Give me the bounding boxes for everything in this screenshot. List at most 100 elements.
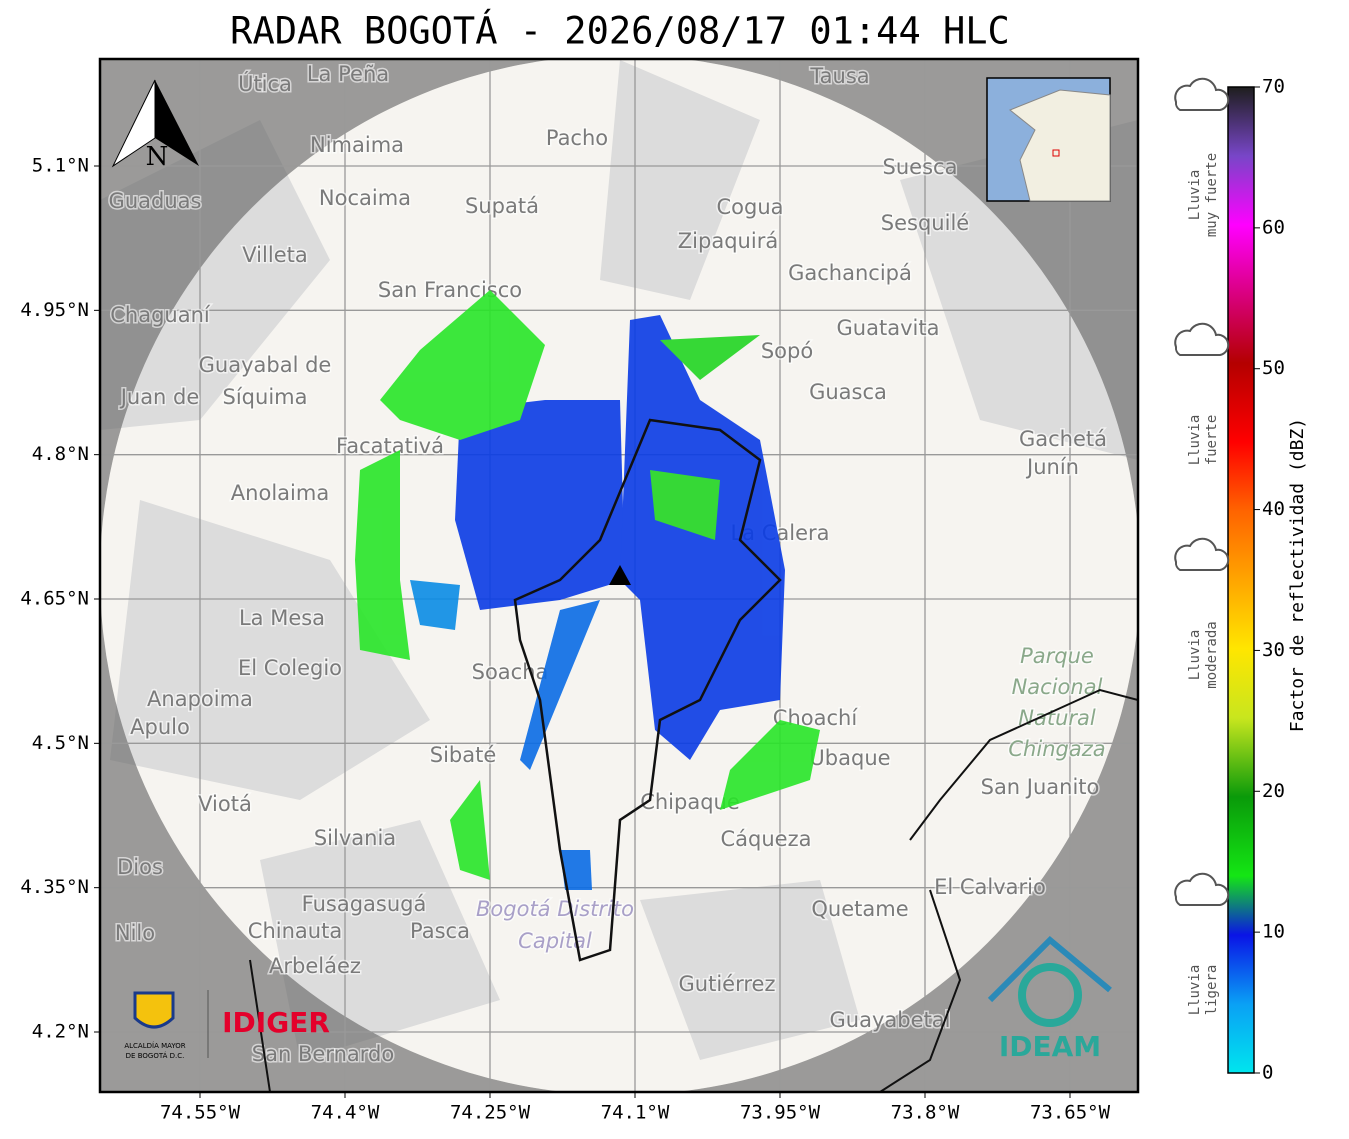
place-label: Juan de — [119, 385, 200, 409]
cloud-icon — [1174, 872, 1230, 906]
place-label: Anolaima — [231, 481, 329, 505]
north-label: N — [146, 142, 169, 172]
place-label: Fusagasugá — [302, 892, 427, 916]
lon-tick-label: 74.25°W — [450, 1102, 531, 1124]
place-label: Tausa — [809, 64, 869, 88]
idiger-logo: IDIGER — [222, 1006, 330, 1039]
colorbar-tick-label: 40 — [1262, 498, 1285, 520]
place-label: Silvania — [314, 826, 396, 850]
lat-tick-label: 4.95°N — [20, 299, 89, 321]
bogota-boundary — [513, 418, 782, 962]
lon-tick-label: 74.1°W — [601, 1102, 670, 1124]
place-label: Nocaima — [319, 186, 411, 210]
district-label: Bogotá Distrito — [476, 897, 634, 921]
alcaldia-logo: ALCALDÍA MAYOR DE BOGOTÁ D.C. IDIGER — [124, 990, 330, 1060]
place-label: Nilo — [115, 921, 155, 945]
ideam-logo: IDEAM — [987, 935, 1112, 1063]
place-label: La Peña — [307, 62, 389, 86]
map: La Peña Útica Tausa Pacho Nimaima Suesca Guadu… — [100, 59, 1138, 1092]
place-label: Guaduas — [109, 189, 202, 213]
place-label: Pacho — [546, 126, 608, 150]
place-label: Gachancipá — [788, 261, 912, 285]
place-label: Nimaima — [310, 133, 404, 157]
lon-tick-label: 74.55°W — [160, 1102, 241, 1124]
place-label: Ubaque — [809, 746, 890, 770]
place-label: Quetame — [811, 897, 908, 921]
lon-tick-label: 73.65°W — [1030, 1102, 1111, 1124]
lon-tick-label: 73.8°W — [891, 1102, 960, 1124]
place-label: Guayabal de — [199, 353, 332, 377]
place-label: San Francisco — [378, 278, 522, 302]
colorbar-tick-label: 30 — [1262, 639, 1285, 661]
north-arrow: N — [111, 79, 199, 172]
place-label: Sopó — [761, 339, 813, 363]
colorbar-tick-label: 60 — [1262, 216, 1285, 238]
axes: 5.1°N 4.95°N 4.8°N 4.65°N 4.5°N 4.35°N 4.2°N 74… — [20, 155, 1110, 1124]
place-label: Viotá — [198, 792, 252, 816]
place-label: San Bernardo — [252, 1042, 394, 1066]
place-label: Junín — [1025, 455, 1079, 479]
logo-text: DE BOGOTÁ D.C. — [126, 1051, 185, 1060]
colorbar-ticks: 0 10 20 30 40 50 60 70 — [1254, 76, 1285, 1084]
place-label: Chinauta — [248, 919, 342, 943]
place-label: El Colegio — [238, 656, 342, 680]
lat-tick-label: 4.65°N — [20, 588, 89, 610]
park-label: Chingaza — [1008, 737, 1105, 761]
place-label: Guayabetal — [830, 1008, 951, 1032]
place-label: Zipaquirá — [678, 229, 778, 253]
place-label: Suesca — [883, 155, 958, 179]
title: RADAR BOGOTÁ - 2026/08/17 01:44 HLC — [230, 9, 1010, 53]
rain-label: ligera — [1204, 965, 1220, 1016]
department-boundary — [249, 688, 1138, 1092]
map-frame — [98, 57, 1140, 1094]
place-label: Supatá — [465, 194, 539, 218]
logo-text: ALCALDÍA MAYOR — [124, 1041, 185, 1050]
colorbar-tick-label: 70 — [1262, 76, 1285, 98]
cloud-icon — [1174, 322, 1230, 356]
place-label: Anapoima — [147, 687, 253, 711]
place-label: Síquima — [223, 385, 308, 409]
lat-tick-label: 5.1°N — [32, 155, 89, 177]
park-label: Nacional — [1012, 675, 1103, 699]
place-label: Soacha — [472, 660, 549, 684]
lon-tick-label: 74.4°W — [311, 1102, 380, 1124]
rain-label: moderada — [1204, 621, 1220, 688]
place-label: Pasca — [410, 919, 470, 943]
rain-label: fuerte — [1204, 415, 1220, 466]
place-label: Gachetá — [1019, 427, 1107, 451]
place-label: Chaguaní — [110, 303, 211, 327]
place-label: Dios — [117, 855, 163, 879]
place-label: El Calvario — [934, 875, 1046, 899]
colorbar-tick-label: 0 — [1262, 1062, 1273, 1084]
place-label: Apulo — [130, 715, 190, 739]
colorbar-tick-label: 50 — [1262, 357, 1285, 379]
colorbar-tick-label: 10 — [1262, 921, 1285, 943]
place-label: Cáqueza — [721, 827, 812, 851]
place-label: Cogua — [716, 195, 783, 219]
rain-label: Lluvia — [1187, 170, 1203, 221]
rain-label: Lluvia — [1187, 415, 1203, 466]
lat-tick-label: 4.2°N — [32, 1021, 89, 1043]
cloud-icon — [1174, 77, 1230, 111]
place-label: Facatativá — [336, 434, 444, 458]
cloud-icon — [1174, 537, 1230, 571]
grid — [100, 59, 1138, 1092]
radar-site — [609, 565, 631, 585]
inset-map — [986, 77, 1111, 202]
district-label: Capital — [518, 929, 592, 953]
place-label: San Juanito — [981, 775, 1100, 799]
colorbar-tick-label: 20 — [1262, 780, 1285, 802]
lon-tick-label: 73.95°W — [740, 1102, 821, 1124]
lat-tick-label: 4.5°N — [32, 732, 89, 754]
place-label: La Mesa — [239, 606, 325, 630]
ideam-text: IDEAM — [999, 1030, 1101, 1063]
lat-tick-label: 4.35°N — [20, 876, 89, 898]
place-label: Guasca — [809, 380, 887, 404]
place-label: Arbeláez — [269, 954, 361, 978]
place-label: Sibaté — [430, 743, 497, 767]
colorbar — [1227, 86, 1255, 1074]
rain-label: Lluvia — [1187, 630, 1203, 681]
